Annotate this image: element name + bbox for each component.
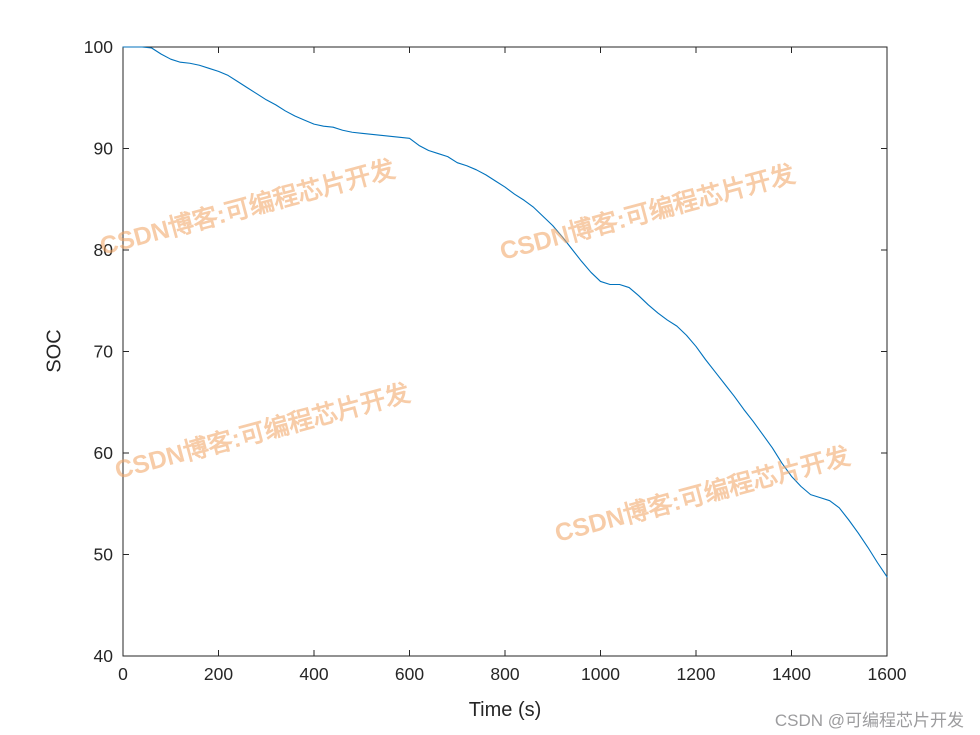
x-tick-label: 800 [490, 664, 519, 684]
x-tick-label: 1200 [677, 664, 716, 684]
x-axis-label: Time (s) [468, 699, 542, 721]
y-tick-label: 90 [94, 139, 114, 159]
y-tick-label: 40 [94, 646, 114, 666]
csdn-credit-text: CSDN @可编程芯片开发 [774, 711, 964, 730]
y-tick-label: 80 [94, 240, 114, 260]
plot-border [122, 46, 888, 657]
y-tick-label: 70 [94, 342, 114, 362]
x-tick-label: 1400 [772, 664, 811, 684]
soc-series-line [122, 46, 888, 578]
y-tick-label: 50 [94, 545, 114, 565]
x-tick-label: 200 [204, 664, 233, 684]
y-tick-label: 100 [84, 37, 113, 57]
x-tick-label: 1000 [581, 664, 620, 684]
y-tick-label: 60 [94, 443, 114, 463]
x-tick-label: 1600 [868, 664, 907, 684]
x-tick-label: 0 [118, 664, 128, 684]
x-tick-label: 600 [395, 664, 424, 684]
x-tick-label: 400 [299, 664, 328, 684]
y-axis-label: SOC [43, 329, 66, 373]
